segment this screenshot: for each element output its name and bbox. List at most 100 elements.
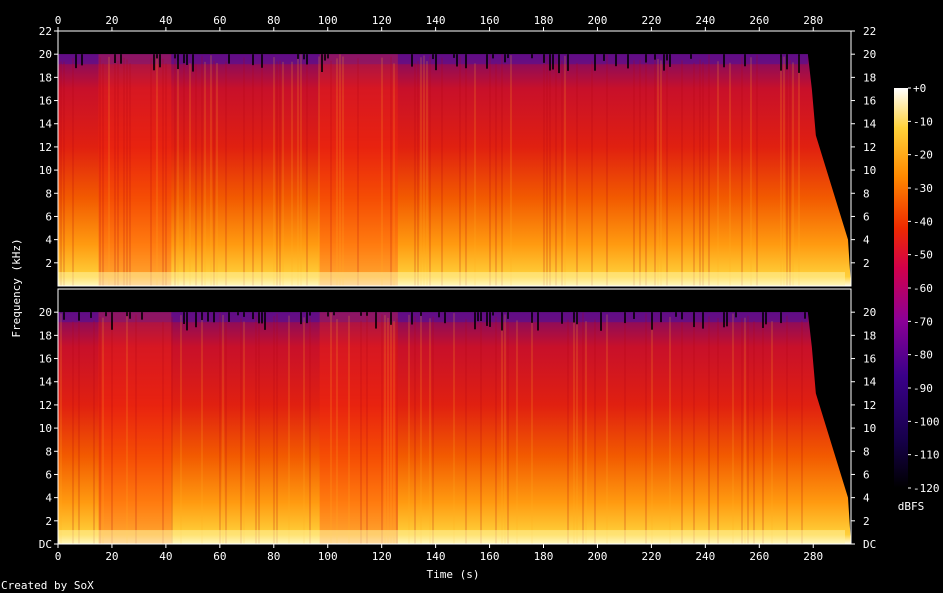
y-tick-label: 14 xyxy=(863,118,877,131)
x-tick-label: 0 xyxy=(55,14,62,27)
y-tick-label: 18 xyxy=(863,71,876,84)
colorbar-tick-label: -60 xyxy=(913,282,933,295)
x-tick-label: 20 xyxy=(105,14,118,27)
colorbar xyxy=(894,88,908,488)
y-tick-label: 4 xyxy=(863,492,870,505)
colorbar-tick-label: -100 xyxy=(913,415,940,428)
colorbar-tick-label: -40 xyxy=(913,215,933,228)
y-tick-label: 20 xyxy=(39,48,52,61)
x-tick-label: 280 xyxy=(803,550,823,563)
x-tick-label: 260 xyxy=(749,550,769,563)
bass-band xyxy=(58,530,845,544)
y-tick-label: 8 xyxy=(863,187,870,200)
y-tick-label: 16 xyxy=(39,95,52,108)
x-tick-label: 20 xyxy=(105,550,118,563)
x-tick-label: 160 xyxy=(480,550,500,563)
x-tick-label: 200 xyxy=(588,550,608,563)
colorbar-label: dBFS xyxy=(898,500,925,513)
y-tick-label: 16 xyxy=(863,95,876,108)
x-tick-label: 160 xyxy=(480,14,500,27)
y-tick-label: 20 xyxy=(39,306,52,319)
x-tick-label: 180 xyxy=(534,14,554,27)
y-tick-label: 10 xyxy=(863,422,876,435)
y-tick-label: 14 xyxy=(863,376,877,389)
x-tick-label: 220 xyxy=(641,14,661,27)
x-tick-label: 60 xyxy=(213,550,226,563)
x-tick-label: 220 xyxy=(641,550,661,563)
x-tick-label: 280 xyxy=(803,14,823,27)
x-tick-label: 60 xyxy=(213,14,226,27)
x-tick-label: 240 xyxy=(695,14,715,27)
bass-band xyxy=(58,272,845,286)
y-tick-label: 8 xyxy=(863,445,870,458)
y-tick-label: 6 xyxy=(863,468,870,481)
full-band-segment xyxy=(319,54,398,286)
x-tick-label: 40 xyxy=(159,550,172,563)
y-tick-label: 14 xyxy=(39,376,53,389)
y-tick-label: 18 xyxy=(39,329,52,342)
y-tick-label: 4 xyxy=(863,234,870,247)
x-tick-label: 140 xyxy=(426,550,446,563)
panel-frame xyxy=(57,30,852,287)
colorbar-tick-label: +0 xyxy=(913,82,926,95)
y-tick-label: 12 xyxy=(39,399,52,412)
y-tick-label: 18 xyxy=(863,329,876,342)
y-tick-label: 22 xyxy=(39,25,52,38)
x-tick-label: 80 xyxy=(267,14,280,27)
y-tick-label: 8 xyxy=(45,187,52,200)
y-tick-label: 10 xyxy=(39,422,52,435)
cutoff-fringe xyxy=(58,54,808,65)
y-tick-label: 2 xyxy=(45,515,52,528)
full-band-segment xyxy=(98,312,172,544)
full-band-segment xyxy=(98,54,172,286)
y-tick-label: 16 xyxy=(863,353,876,366)
x-tick-label: 240 xyxy=(695,550,715,563)
colorbar-tick-label: -10 xyxy=(913,115,933,128)
y-tick-label: DC xyxy=(39,538,52,551)
colorbar-tick-label: -120 xyxy=(913,482,940,495)
y-tick-label: 4 xyxy=(45,492,52,505)
y-tick-label: 12 xyxy=(863,141,876,154)
y-tick-label: 14 xyxy=(39,118,53,131)
y-tick-label: 8 xyxy=(45,445,52,458)
colorbar-tick-label: -90 xyxy=(913,382,933,395)
x-tick-label: 0 xyxy=(55,550,62,563)
x-tick-label: 260 xyxy=(749,14,769,27)
y-tick-label: 6 xyxy=(863,210,870,223)
colorbar-tick-label: -80 xyxy=(913,349,933,362)
colorbar-tick-label: -30 xyxy=(913,182,933,195)
x-tick-label: 180 xyxy=(534,550,554,563)
y-tick-label: 20 xyxy=(863,48,876,61)
y-tick-label: DC xyxy=(863,538,876,551)
x-tick-label: 200 xyxy=(588,14,608,27)
full-band-segment xyxy=(319,312,398,544)
y-tick-label: 18 xyxy=(39,71,52,84)
y-tick-label: 6 xyxy=(45,210,52,223)
x-tick-label: 140 xyxy=(426,14,446,27)
x-tick-label: 100 xyxy=(318,550,338,563)
y-tick-label: 12 xyxy=(39,141,52,154)
y-tick-label: 20 xyxy=(863,306,876,319)
sox-credit: Created by SoX xyxy=(1,579,94,592)
y-tick-label: 16 xyxy=(39,353,52,366)
colorbar-tick-label: -20 xyxy=(913,149,933,162)
colorbar-tick-label: -70 xyxy=(913,315,933,328)
y-tick-label: 10 xyxy=(39,164,52,177)
x-tick-label: 80 xyxy=(267,550,280,563)
x-tick-label: 120 xyxy=(372,550,392,563)
y-tick-label: 22 xyxy=(863,25,876,38)
y-tick-label: 6 xyxy=(45,468,52,481)
colorbar-tick-label: -110 xyxy=(913,449,940,462)
x-axis-label: Time (s) xyxy=(427,568,480,581)
cutoff-fringe xyxy=(58,312,808,323)
y-tick-label: 2 xyxy=(863,257,870,270)
x-tick-label: 120 xyxy=(372,14,392,27)
x-tick-label: 100 xyxy=(318,14,338,27)
colorbar-tick-label: -50 xyxy=(913,249,933,262)
spectrogram-channel-1 xyxy=(58,54,851,286)
y-axis-label: Frequency (kHz) xyxy=(10,238,23,337)
y-tick-label: 4 xyxy=(45,234,52,247)
y-tick-label: 2 xyxy=(863,515,870,528)
y-tick-label: 12 xyxy=(863,399,876,412)
